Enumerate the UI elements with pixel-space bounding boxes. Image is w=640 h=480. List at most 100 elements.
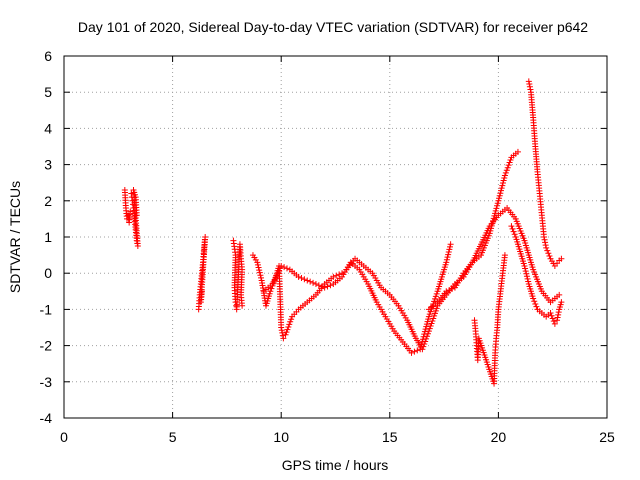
data-point bbox=[558, 299, 565, 306]
data-point bbox=[433, 305, 440, 312]
data-point bbox=[254, 259, 261, 266]
data-point bbox=[426, 325, 433, 332]
data-point bbox=[444, 254, 451, 261]
data-point bbox=[523, 273, 530, 280]
series-s11 bbox=[508, 223, 565, 327]
data-point bbox=[494, 202, 501, 209]
data-point bbox=[268, 285, 275, 292]
data-point bbox=[501, 252, 508, 259]
y-tick-label: -3 bbox=[40, 374, 53, 390]
data-point bbox=[494, 200, 501, 207]
data-point bbox=[523, 270, 530, 277]
data-point bbox=[507, 156, 514, 163]
data-point bbox=[445, 248, 452, 255]
x-tick-label: 15 bbox=[382, 429, 398, 445]
data-point bbox=[425, 313, 432, 320]
data-point bbox=[431, 295, 438, 302]
data-point bbox=[429, 317, 436, 324]
data-point bbox=[443, 288, 450, 295]
data-point bbox=[327, 282, 334, 289]
data-point bbox=[278, 262, 285, 269]
data-point bbox=[509, 225, 516, 232]
data-point bbox=[555, 309, 562, 316]
data-point bbox=[318, 283, 325, 290]
data-point bbox=[500, 177, 507, 184]
data-point bbox=[492, 207, 499, 214]
data-point bbox=[521, 262, 528, 269]
data-point bbox=[321, 284, 328, 291]
data-point bbox=[279, 329, 286, 336]
data-point bbox=[429, 303, 436, 310]
data-point bbox=[496, 192, 503, 199]
grid-lines bbox=[64, 56, 607, 418]
data-point bbox=[425, 316, 432, 323]
y-tick-label: 3 bbox=[44, 157, 52, 173]
data-point bbox=[496, 195, 503, 202]
data-point bbox=[281, 264, 288, 271]
data-point bbox=[295, 273, 302, 280]
data-point bbox=[499, 180, 506, 187]
data-point bbox=[421, 341, 428, 348]
data-point bbox=[428, 320, 435, 327]
plot-frame bbox=[63, 55, 608, 419]
data-point bbox=[501, 172, 508, 179]
data-point bbox=[431, 310, 438, 317]
y-tick-label: -1 bbox=[40, 301, 53, 317]
data-point bbox=[525, 78, 532, 85]
data-point bbox=[301, 276, 308, 283]
data-point bbox=[498, 185, 505, 192]
chart-title: Day 101 of 2020, Sidereal Day-to-day VTE… bbox=[78, 19, 588, 35]
data-point bbox=[510, 228, 517, 235]
data-point bbox=[282, 331, 289, 338]
data-point bbox=[554, 317, 561, 324]
data-point bbox=[522, 265, 529, 272]
data-point bbox=[422, 326, 429, 333]
data-point bbox=[288, 316, 295, 323]
data-point bbox=[531, 298, 538, 305]
y-tick-label: -2 bbox=[40, 338, 53, 354]
x-tick-label: 25 bbox=[599, 429, 615, 445]
data-point bbox=[283, 329, 290, 336]
data-point bbox=[278, 327, 285, 334]
data-point bbox=[256, 269, 263, 276]
data-point bbox=[551, 320, 558, 327]
data-point bbox=[525, 278, 532, 285]
data-point bbox=[283, 265, 290, 272]
data-point bbox=[315, 282, 322, 289]
data-point bbox=[430, 315, 437, 322]
data-point bbox=[421, 328, 428, 335]
series-s7 bbox=[343, 148, 521, 353]
data-point bbox=[284, 326, 291, 333]
data-point bbox=[426, 311, 433, 318]
data-point bbox=[333, 272, 340, 279]
data-point bbox=[239, 302, 246, 309]
series-s6 bbox=[260, 241, 454, 356]
data-point bbox=[493, 205, 500, 212]
data-point bbox=[287, 318, 294, 325]
data-point bbox=[498, 187, 505, 194]
data-point bbox=[285, 323, 292, 330]
series-s5 bbox=[249, 252, 346, 342]
data-point bbox=[504, 164, 511, 171]
data-point bbox=[556, 291, 563, 298]
data-point bbox=[542, 239, 549, 246]
data-point bbox=[499, 182, 506, 189]
series-s10 bbox=[525, 78, 565, 269]
data-point bbox=[424, 330, 431, 337]
data-point bbox=[495, 197, 502, 204]
data-point bbox=[527, 86, 534, 93]
data-point bbox=[255, 264, 262, 271]
data-point bbox=[423, 335, 430, 342]
data-point bbox=[420, 343, 427, 350]
data-point bbox=[511, 231, 518, 238]
data-point bbox=[414, 347, 421, 354]
y-axis-label: SDTVAR / TECUs bbox=[7, 181, 23, 293]
data-point bbox=[554, 314, 561, 321]
data-point bbox=[432, 307, 439, 314]
data-point bbox=[446, 246, 453, 253]
data-point bbox=[427, 323, 434, 330]
data-point bbox=[198, 288, 205, 295]
data-point bbox=[542, 242, 549, 249]
data-point bbox=[330, 273, 337, 280]
